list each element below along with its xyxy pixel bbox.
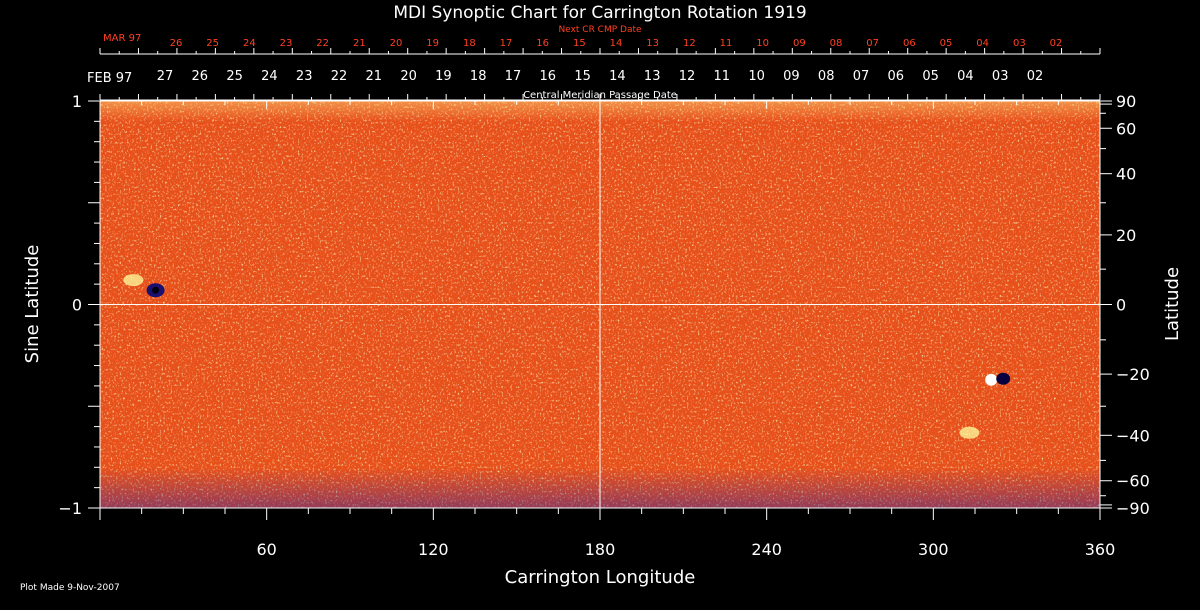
latitude-tick-labels: 90 60 40 20 0 −20 −40 −60 −90	[1116, 92, 1150, 518]
latitude-tick-label: 20	[1116, 226, 1136, 245]
cmp-date-label: 15	[574, 69, 591, 84]
bipolar-negative-pole	[996, 372, 1011, 385]
bipolar-positive-pole	[985, 373, 998, 386]
sine-latitude-tick-label: −1	[58, 499, 82, 518]
next-cr-date-label: 10	[756, 38, 769, 49]
sine-latitude-tick-labels: 1 0 −1	[58, 92, 82, 518]
cmp-date-label: 26	[192, 69, 209, 84]
next-cr-date-label: 08	[830, 38, 843, 49]
latitude-tick-label: 60	[1116, 119, 1136, 138]
cmp-date-label: 21	[366, 69, 383, 84]
next-cr-date-label: 07	[866, 38, 879, 49]
next-cr-date-label: 13	[646, 38, 659, 49]
next-cr-date-label: 20	[390, 38, 403, 49]
next-cr-date-label: 12	[683, 38, 696, 49]
positive-plage	[959, 426, 980, 439]
cmp-ticks	[99, 94, 1101, 100]
cmp-date-label: 17	[505, 69, 522, 84]
latitude-tick-label: 90	[1116, 92, 1136, 111]
next-cr-date-label: 15	[573, 38, 586, 49]
next-cr-date-label: 25	[206, 38, 219, 49]
next-cr-date-label: 22	[316, 38, 329, 49]
positive-plage	[123, 274, 144, 287]
next-cr-date-label: 02	[1050, 38, 1063, 49]
next-cr-date-label: 11	[720, 38, 733, 49]
latitude-tick-label: 40	[1116, 165, 1136, 184]
longitude-ticks	[99, 101, 1101, 520]
cmp-date-label: 19	[435, 69, 452, 84]
cmp-date-label: 16	[540, 69, 557, 84]
cmp-date-label: 04	[957, 69, 974, 84]
next-cr-date-label: 24	[243, 38, 256, 49]
next-cr-ticks	[99, 48, 1101, 54]
y-right-axis-label: Latitude	[1162, 267, 1183, 341]
cmp-date-label: 05	[922, 69, 939, 84]
next-cr-date-label: 03	[1013, 38, 1026, 49]
sine-latitude-tick-label: 0	[72, 296, 82, 315]
longitude-tick-label: 300	[918, 540, 949, 559]
y-left-axis-label: Sine Latitude	[22, 245, 43, 364]
next-cr-caption: Next CR CMP Date	[558, 25, 642, 35]
latitude-tick-label: −20	[1116, 365, 1150, 384]
cmp-date-label: 09	[783, 69, 800, 84]
cmp-date-label: 13	[644, 69, 661, 84]
x-axis-label: Carrington Longitude	[505, 567, 696, 588]
longitude-tick-label: 180	[585, 540, 616, 559]
next-cr-date-label: 09	[793, 38, 806, 49]
next-cr-date-label: 04	[976, 38, 989, 49]
next-cr-date-label: 17	[500, 38, 513, 49]
longitude-tick-label: 240	[751, 540, 782, 559]
next-cr-date-label: 26	[170, 38, 183, 49]
next-cr-date-label: 06	[903, 38, 916, 49]
cmp-date-label: 02	[1027, 69, 1044, 84]
latitude-ticks	[1100, 100, 1112, 509]
longitude-tick-label: 60	[256, 540, 276, 559]
cmp-date-label: 23	[296, 69, 313, 84]
cmp-date-label: 11	[714, 69, 731, 84]
latitude-tick-label: −90	[1116, 499, 1150, 518]
latitude-tick-label: −60	[1116, 472, 1150, 491]
cmp-date-label: 25	[226, 69, 243, 84]
latitude-tick-label: 0	[1116, 296, 1126, 315]
next-cr-date-labels: 26 25 24 23 22 21 20 19 18 17 16 15 14 13 12 11 10 09 08 07…	[170, 38, 1063, 49]
next-cr-date-label: 05	[940, 38, 953, 49]
cmp-date-label: 12	[679, 69, 696, 84]
cmp-date-label: 03	[992, 69, 1009, 84]
longitude-tick-labels: 60 120 180 240 300 360	[256, 540, 1115, 559]
next-cr-date-label: 21	[353, 38, 366, 49]
cmp-date-label: 24	[261, 69, 278, 84]
next-cr-start-label: MAR 97	[103, 33, 141, 44]
longitude-tick-label: 360	[1085, 540, 1116, 559]
cmp-date-label: 27	[157, 69, 174, 84]
next-cr-date-label: 23	[280, 38, 293, 49]
longitude-tick-label: 120	[418, 540, 449, 559]
cmp-date-label: 22	[331, 69, 348, 84]
active-regions	[123, 274, 1011, 439]
cmp-date-label: 10	[748, 69, 765, 84]
cmp-date-label: 06	[888, 69, 905, 84]
next-cr-date-label: 19	[426, 38, 439, 49]
cmp-date-label: 18	[470, 69, 487, 84]
cmp-date-label: 20	[400, 69, 417, 84]
next-cr-date-label: 16	[536, 38, 549, 49]
sine-latitude-ticks	[88, 100, 100, 509]
cmp-caption: Central Meridian Passage Date	[523, 90, 677, 101]
chart-title: MDI Synoptic Chart for Carrington Rotati…	[393, 3, 806, 23]
cmp-start-label: FEB 97	[87, 71, 132, 86]
next-cr-date-label: 14	[610, 38, 623, 49]
latitude-tick-label: −40	[1116, 426, 1150, 445]
cmp-date-label: 07	[853, 69, 870, 84]
cmp-date-labels: 27 26 25 24 23 22 21 20 19 18 17 16 15 14 13 12 11 10 09 08…	[157, 69, 1044, 84]
cmp-date-label: 14	[609, 69, 626, 84]
cmp-date-label: 08	[818, 69, 835, 84]
sine-latitude-tick-label: 1	[72, 92, 82, 111]
sunspot-core	[152, 286, 160, 294]
next-cr-date-label: 18	[463, 38, 476, 49]
plot-made-footer: Plot Made 9-Nov-2007	[20, 583, 120, 593]
